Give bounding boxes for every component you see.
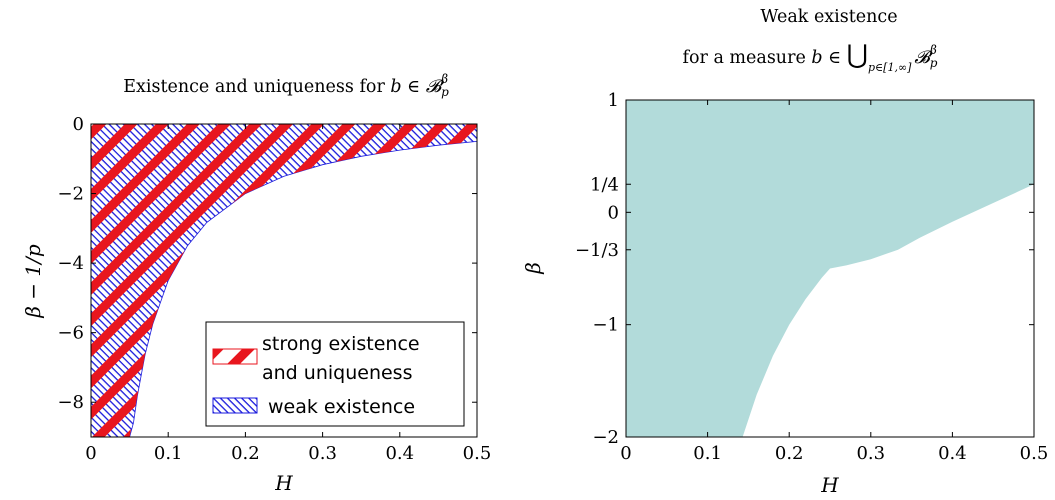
legend-label-weak: weak existence	[268, 396, 415, 418]
chart-right-title-line1: Weak existence	[760, 7, 897, 27]
right-xtick-label: 0.5	[1020, 443, 1049, 464]
chart-left-title: Existence and uniqueness for b ∈ 𝓑β p	[123, 72, 449, 99]
left-xtick-label: 0.3	[308, 443, 337, 464]
chart-left: Existence and uniqueness for b ∈ 𝓑β p 0 0.…	[21, 72, 491, 495]
left-xtick-label: 0.1	[154, 443, 183, 464]
left-ytick-label: 0	[73, 114, 84, 135]
right-xtick-label: 0.3	[856, 443, 885, 464]
chart-left-legend: strong existence and uniqueness weak exi…	[205, 321, 465, 427]
right-ytick-label: 1	[608, 90, 619, 111]
chart-right-areas	[626, 100, 1034, 437]
right-xtick-label: 0.4	[938, 443, 967, 464]
chart-left-areas	[90, 123, 478, 438]
right-ytick-label: 1/4	[590, 174, 619, 195]
right-ytick-label: 0	[608, 202, 619, 223]
chart-right-frame	[625, 99, 1035, 438]
left-xtick-label: 0	[85, 443, 96, 464]
right-ytick-label: −1	[592, 315, 619, 336]
chart-left-ticks: 0 0.1 0.2 0.3 0.4 0.5 0 −2 −4 −6 −8	[57, 114, 491, 464]
right-area-0	[626, 100, 1034, 437]
chart-left-xlabel: H	[274, 471, 293, 495]
left-xtick-label: 0.4	[385, 443, 414, 464]
chart-right-ticks: 0 0.1 0.2 0.3 0.4 0.5 1 1/4 0 −1/3 −1 −2	[575, 90, 1048, 464]
right-xtick-label: 0.1	[693, 443, 722, 464]
right-xtick-label: 0	[620, 443, 631, 464]
left-ytick-label: −4	[57, 253, 84, 274]
legend-swatch-strong	[212, 348, 258, 365]
chart-left-frame	[90, 123, 478, 438]
chart-right: Weak existence for a measure b ∈ ⋃p∈[1,∞…	[521, 7, 1048, 497]
chart-right-title-line2: for a measure b ∈ ⋃p∈[1,∞] 𝓑β p	[683, 40, 938, 74]
right-xtick-label: 0.2	[775, 443, 804, 464]
left-xtick-label: 0.2	[231, 443, 260, 464]
left-ytick-label: −8	[57, 392, 84, 413]
left-ytick-label: −2	[57, 184, 84, 205]
legend-box	[205, 321, 465, 427]
chart-right-ylabel: β	[521, 262, 545, 275]
left-ytick-label: −6	[57, 323, 84, 344]
right-ytick-label: −2	[592, 427, 619, 448]
strong-existence-area	[91, 124, 477, 437]
legend-swatch-weak	[212, 397, 258, 414]
chart-right-xlabel: H	[820, 473, 839, 497]
legend-label-strong-1: strong existence	[262, 333, 420, 355]
legend-label-strong-2: and uniqueness	[262, 362, 412, 384]
left-xtick-label: 0.5	[463, 443, 492, 464]
chart-left-ylabel: β − 1/p	[21, 244, 45, 318]
right-ytick-label: −1/3	[575, 240, 619, 261]
